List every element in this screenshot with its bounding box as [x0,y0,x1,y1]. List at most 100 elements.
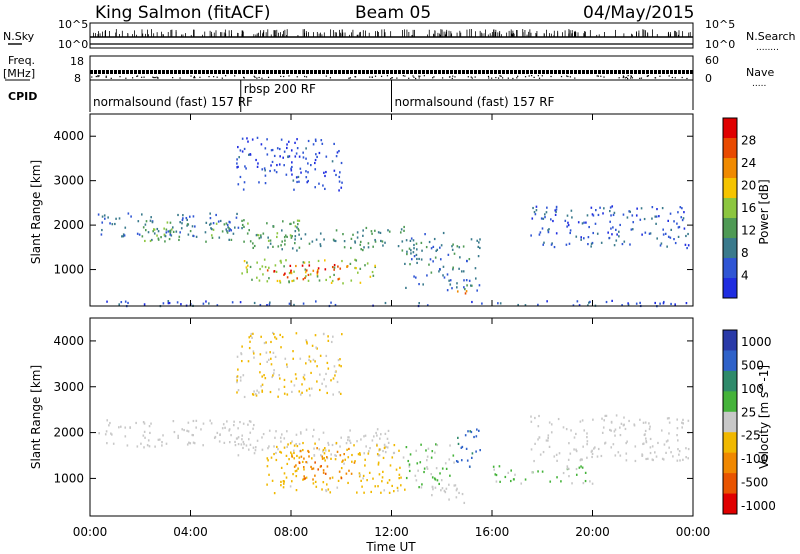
scatter-cell [375,431,377,435]
scatter-cell [280,484,282,487]
scatter-cell [334,458,337,461]
scatter-cell [614,434,616,437]
scatter-cell [305,176,308,179]
scatter-cell [270,363,273,366]
scatter-cell [578,466,581,469]
scatter-cell [609,209,611,213]
nave-point [528,75,530,77]
scatter-cell [331,443,334,447]
scatter-cell [315,300,317,303]
scatter-cell [401,249,404,252]
scatter-cell [380,239,382,243]
scatter-cell [195,235,198,238]
scatter-cell [655,222,657,225]
scatter-cell [611,205,614,208]
scatter-cell [250,332,253,336]
scatter-cell [670,451,672,454]
scatter-cell [330,301,332,304]
scatter-cell [399,484,402,487]
scatter-cell [153,232,156,235]
scatter-cell [296,223,299,226]
scatter-cell [286,393,289,396]
time-tick-label: 00:00 [676,525,711,539]
scatter-cell [384,432,387,435]
scatter-cell [241,150,244,153]
scatter-cell [347,438,349,442]
scatter-cell [575,467,578,471]
scatter-cell [150,216,152,219]
scatter-cell [188,441,190,444]
scatter-cell [283,150,286,153]
scatter-cell [149,431,151,435]
scatter-cell [499,480,501,483]
scatter-cell [314,480,317,483]
scatter-cell [237,443,240,446]
colorbar-tick-label: 20 [741,179,756,193]
scatter-cell [537,438,539,441]
scatter-cell [121,235,123,238]
scatter-cell [294,470,297,473]
scatter-cell [478,241,480,244]
scatter-cell [354,241,357,244]
scatter-cell [302,376,305,379]
scatter-cell [605,414,608,417]
scatter-cell [537,425,540,428]
scatter-cell [290,169,293,172]
scatter-cell [620,422,623,425]
scatter-cell [391,456,394,459]
scatter-cell [261,265,264,268]
scatter-cell [111,223,114,226]
scatter-cell [359,473,361,477]
nave-point [369,76,371,78]
scatter-cell [293,457,296,460]
scatter-cell [408,469,411,473]
scatter-cell [413,255,416,258]
scatter-cell [343,462,345,465]
scatter-cell [168,237,171,241]
scatter-cell [140,442,142,445]
scatter-cell [455,496,458,499]
scatter-cell [186,429,188,432]
scatter-cell [294,141,296,144]
scatter-cell [366,262,369,265]
scatter-cell [129,426,131,429]
scatter-cell [644,429,647,433]
scatter-cell [247,360,250,363]
nave-point [371,76,373,78]
scatter-cell [148,425,151,428]
scatter-cell [219,433,221,436]
scatter-cell [138,233,141,236]
scatter-cell [265,351,268,354]
scatter-cell [399,466,401,469]
scatter-cell [304,276,306,280]
scatter-cell [365,226,368,230]
scatter-cell [388,479,391,482]
scatter-cell [215,222,218,225]
scatter-cell [286,445,288,449]
scatter-cell [276,235,278,239]
scatter-cell [301,460,304,464]
scatter-cell [616,233,618,236]
nave-tick-top: 60 [705,54,719,67]
scatter-cell [219,219,222,223]
scatter-cell [364,434,367,437]
scatter-cell [613,430,616,433]
scatter-cell [241,137,244,140]
scatter-cell [266,483,268,486]
scatter-cell [325,278,327,282]
scatter-cell [101,228,103,232]
scatter-cell [453,461,455,464]
scatter-cell [415,479,418,482]
scatter-cell [549,480,552,483]
scatter-cell [341,460,343,463]
scatter-cell [537,303,539,306]
scatter-cell [466,260,468,263]
scatter-cell [682,418,684,421]
scatter-cell [227,226,229,229]
scatter-cell [239,301,242,304]
nave-point [541,75,543,77]
scatter-cell [418,486,420,489]
scatter-cell [221,427,224,430]
scatter-cell [302,466,305,469]
